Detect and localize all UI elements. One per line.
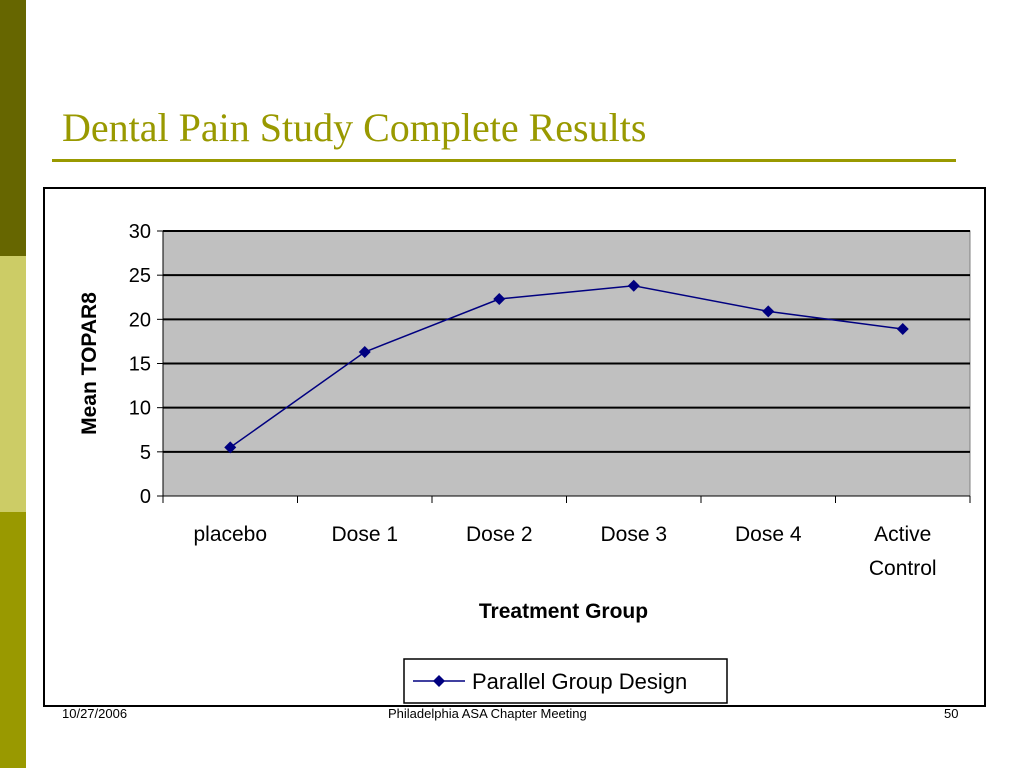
data-point	[358, 346, 371, 359]
side-bar-light	[0, 256, 26, 512]
footer-date: 10/27/2006	[62, 706, 128, 721]
data-point	[493, 293, 506, 306]
legend-marker	[433, 675, 445, 687]
y-tick-label: 10	[129, 398, 151, 420]
legend-label: Parallel Group Design	[472, 669, 687, 694]
data-point	[627, 279, 640, 292]
x-tick-label: Active Control	[869, 523, 937, 580]
data-point	[224, 441, 237, 454]
x-tick-label: Dose 2	[466, 523, 533, 546]
chart-frame: 0 5 10 15 20 25 30 placebo Dose 1 Dose 2 Dose 3 Dos…	[43, 187, 986, 707]
x-tick-label: Dose 4	[735, 523, 802, 546]
data-point	[896, 323, 909, 336]
y-tick-label: 25	[129, 265, 151, 287]
y-axis-title: Mean TOPAR8	[78, 292, 101, 435]
data-point	[762, 305, 775, 318]
y-tick-label: 15	[129, 354, 151, 376]
side-bar-olive	[0, 512, 26, 768]
title-divider	[52, 159, 956, 162]
y-tick-label: 5	[140, 442, 151, 464]
x-tick-label: Dose 1	[331, 523, 398, 546]
line-chart: 0 5 10 15 20 25 30 placebo Dose 1 Dose 2 Dose 3 Dos…	[78, 221, 971, 704]
legend-box	[403, 658, 728, 704]
x-tick-label: placebo	[193, 523, 267, 546]
x-axis-title: Treatment Group	[479, 600, 648, 623]
series-line	[229, 285, 903, 449]
x-tick-label: Dose 3	[600, 523, 667, 546]
y-tick-label: 20	[129, 309, 151, 331]
y-tick-label: 0	[140, 486, 151, 508]
y-tick-label: 30	[129, 221, 151, 243]
footer-page-number: 50	[944, 706, 959, 721]
slide-title: Dental Pain Study Complete Results	[62, 105, 647, 150]
footer-meeting: Philadelphia ASA Chapter Meeting	[388, 706, 587, 721]
side-bar-dark	[0, 0, 26, 256]
